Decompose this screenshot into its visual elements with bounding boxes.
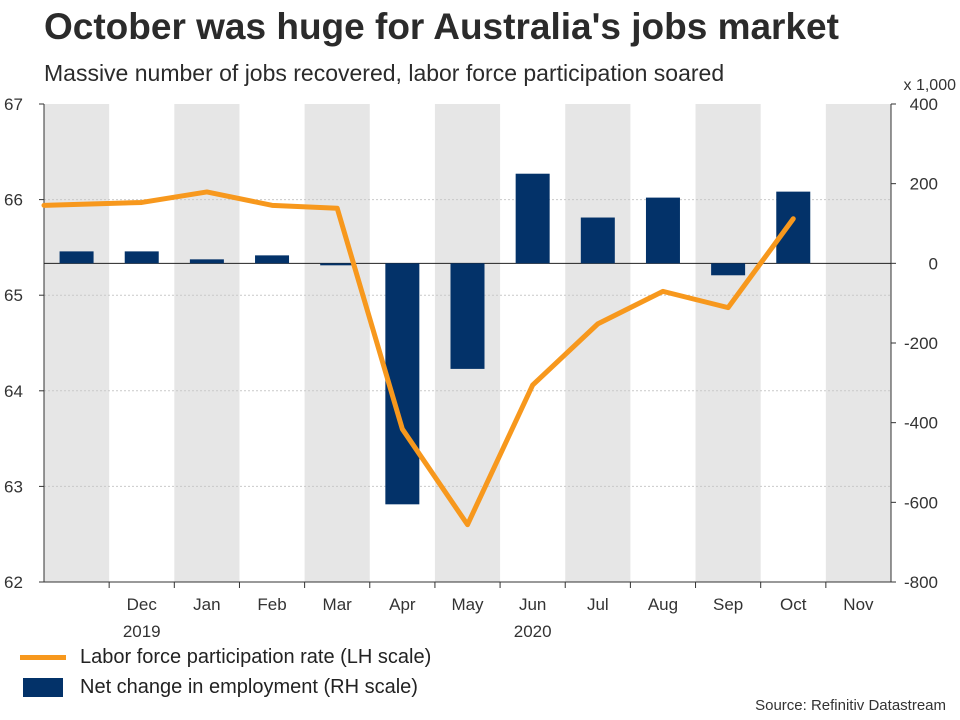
left-tick-label: 64 [4,382,23,401]
legend: Labor force participation rate (LH scale… [20,642,431,702]
x-tick-label: Jun [519,595,546,614]
right-tick-label: 0 [929,254,938,273]
left-tick-label: 65 [4,286,23,305]
left-tick-label: 66 [4,191,23,210]
left-tick-label: 67 [4,95,23,114]
legend-item-participation: Labor force participation rate (LH scale… [20,642,431,672]
x-tick-label: Jul [587,595,609,614]
employment-bar [515,173,550,264]
shaded-band [825,104,891,582]
right-axis-unit: x 1,000 [904,77,957,94]
x-tick-label: Nov [843,595,874,614]
x-tick-label: Oct [780,595,807,614]
right-tick-label: 400 [910,95,938,114]
x-tick-label: Sep [713,595,743,614]
right-tick-label: 200 [910,175,938,194]
left-tick-label: 63 [4,477,23,496]
employment-bar [580,217,615,264]
x-tick-label: Jan [193,595,220,614]
employment-bar [124,251,159,264]
employment-bar [255,255,290,264]
shaded-band [304,104,370,582]
left-tick-label: 62 [4,573,23,592]
legend-item-employment: Net change in employment (RH scale) [20,672,431,702]
x-tick-label: Aug [648,595,678,614]
employment-bar [59,251,94,264]
x-tick-label: Dec [127,595,158,614]
x-year-label: 2020 [514,622,552,641]
x-tick-label: Apr [389,595,416,614]
shaded-band [695,104,761,582]
employment-bar [711,263,746,276]
chart-subtitle: Massive number of jobs recovered, labor … [44,60,725,86]
source-note: Source: Refinitiv Datastream [755,697,946,714]
employment-bar [189,259,224,264]
x-tick-label: Feb [257,595,286,614]
employment-bar [320,263,355,266]
right-tick-label: -600 [904,493,938,512]
right-tick-label: -400 [904,414,938,433]
employment-bar [645,197,680,264]
x-year-label: 2019 [123,622,161,641]
right-tick-label: -800 [904,573,938,592]
legend-line-swatch [20,654,66,660]
chart-title: October was huge for Australia's jobs ma… [44,6,839,47]
x-tick-label: May [451,595,484,614]
x-tick-label: Mar [323,595,353,614]
participation-line [41,189,796,528]
shaded-band [174,104,240,582]
right-tick-label: -200 [904,334,938,353]
legend-label-employment: Net change in employment (RH scale) [80,675,418,698]
employment-bar [450,263,485,369]
legend-bar-swatch [23,677,63,697]
employment-bar [776,191,811,264]
legend-label-participation: Labor force participation rate (LH scale… [80,645,432,668]
shaded-band [44,104,110,582]
